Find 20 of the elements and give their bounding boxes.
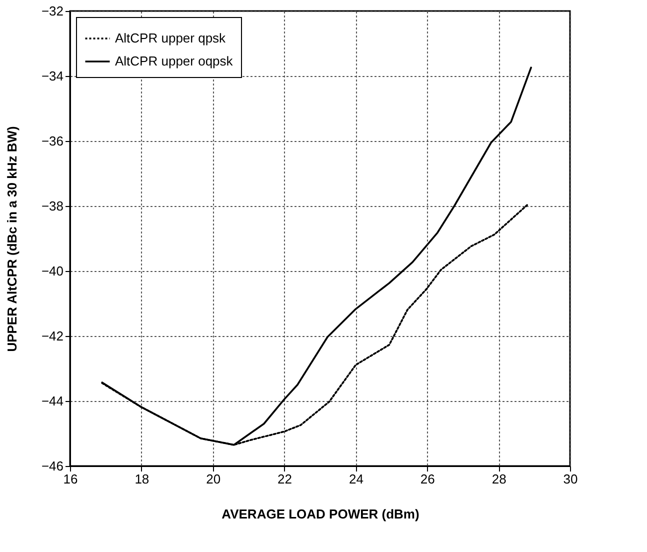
x-tick-label: 24 [348, 472, 364, 486]
y-tick-label: −34 [41, 68, 64, 84]
x-tick-label: 26 [420, 472, 435, 486]
y-tick-label: −44 [41, 394, 64, 408]
x-tick-label: 28 [492, 472, 506, 486]
y-tick-label: −36 [41, 134, 64, 148]
legend-label: AltCPR upper oqpsk [115, 54, 234, 68]
x-tick-label: 16 [63, 472, 78, 486]
x-axis-title: AVERAGE LOAD POWER (dBm) [222, 506, 420, 522]
y-tick-label: −40 [41, 264, 64, 278]
x-tick-label: 30 [563, 472, 578, 486]
y-tick-label: −32 [41, 4, 64, 18]
y-tick-label: −38 [41, 198, 64, 214]
y-axis-title: UPPER AltCPR (dBc in a 30 kHz BW) [4, 126, 20, 352]
y-tick-label: −46 [41, 458, 64, 474]
x-tick-label: 18 [134, 472, 150, 486]
x-tick-label: 20 [206, 472, 221, 486]
legend-label: AltCPR upper qpsk [115, 30, 226, 46]
x-tick-label: 22 [278, 472, 292, 486]
y-tick-label: −42 [41, 328, 64, 344]
